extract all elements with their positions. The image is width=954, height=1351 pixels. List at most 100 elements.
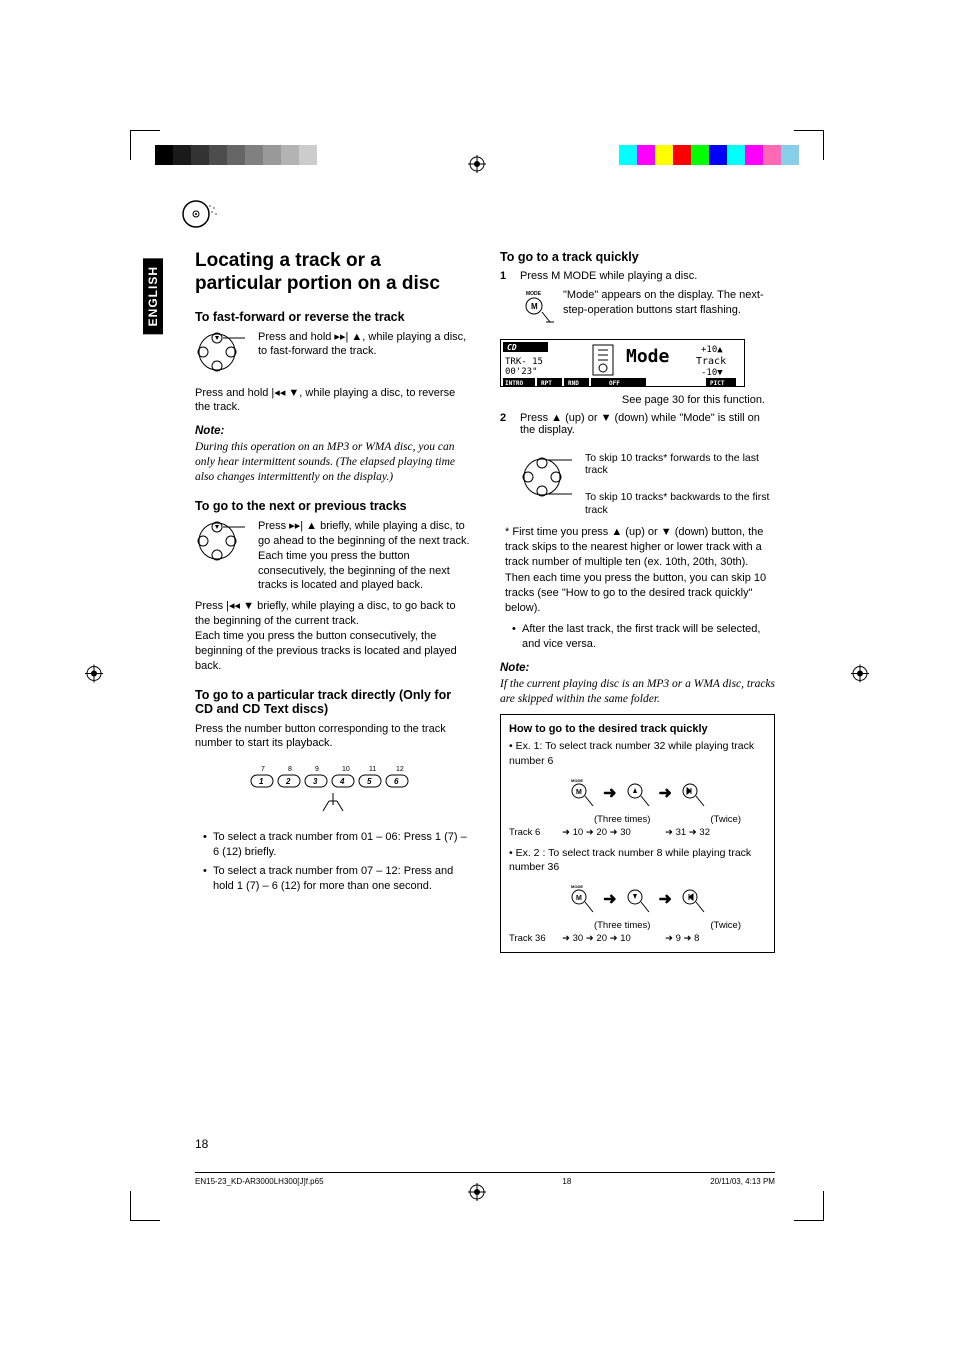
section-heading: To go to a particular track directly (On… xyxy=(195,688,470,716)
example-label: • Ex. 2 : To select track number 8 while… xyxy=(509,846,766,874)
repeat-count: (Three times) xyxy=(594,920,650,931)
step-number: 1 xyxy=(500,270,512,282)
svg-text:M: M xyxy=(576,895,582,902)
sequence-text: ➜ 31 ➜ 32 xyxy=(665,827,710,838)
svg-text:10: 10 xyxy=(342,766,350,773)
instruction-text: Then each time you press the button, you… xyxy=(505,571,775,616)
arrow-icon: ➜ xyxy=(659,783,672,803)
svg-text:5: 5 xyxy=(367,777,372,786)
crop-mark xyxy=(130,1191,160,1221)
arrow-icon: ➜ xyxy=(603,889,616,909)
svg-text:00'23": 00'23" xyxy=(505,367,538,377)
svg-text:MODE: MODE xyxy=(571,884,583,889)
step-number: 2 xyxy=(500,412,512,436)
number-buttons-diagram: 7 8 9 10 11 12 1 2 3 4 5 6 xyxy=(195,763,470,818)
dpad-icon xyxy=(195,519,250,569)
svg-text:Track: Track xyxy=(696,356,726,367)
track-label: Track 36 xyxy=(509,933,559,944)
step-text: Press ▲ (up) or ▼ (down) while "Mode" is… xyxy=(520,412,775,436)
next-button-icon xyxy=(678,776,708,810)
language-tab: ENGLISH xyxy=(143,258,163,334)
registration-mark-icon xyxy=(468,155,486,178)
instruction-text: Press and hold ▸▸| ▲, while playing a di… xyxy=(258,330,470,360)
instruction-text: Press the number button corresponding to… xyxy=(195,722,470,752)
step-detail-text: "Mode" appears on the display. The next-… xyxy=(563,288,775,318)
footer-filename: EN15-23_KD-AR3000LH300[J]f.p65 xyxy=(195,1177,324,1186)
note-text: During this operation on an MP3 or WMA d… xyxy=(195,440,470,485)
mode-button-icon: MODE M xyxy=(520,288,555,333)
instruction-text: Each time you press the button consecuti… xyxy=(258,549,470,594)
repeat-count: (Twice) xyxy=(710,920,741,931)
sequence-text: ➜ 10 ➜ 20 ➜ 30 xyxy=(562,827,662,838)
svg-text:1: 1 xyxy=(259,777,264,786)
arrow-icon: ➜ xyxy=(603,783,616,803)
mode-button-icon: MODE M xyxy=(567,882,597,916)
example-box: How to go to the desired track quickly •… xyxy=(500,714,775,953)
instruction-text: Press |◂◂ ▼ briefly, while playing a dis… xyxy=(195,599,470,629)
section-heading: To go to a track quickly xyxy=(500,250,775,264)
lcd-display-diagram: CD TRK- 15 00'23" Mode +10▲ Track -10▼ I… xyxy=(500,339,745,387)
footnote-text: * First time you press ▲ (up) or ▼ (down… xyxy=(505,525,775,570)
skip-backward-text: To skip 10 tracks* backwards to the firs… xyxy=(585,491,775,516)
page-title: Locating a track or a particular portion… xyxy=(195,250,470,296)
svg-text:RND: RND xyxy=(568,380,579,387)
dpad-icon xyxy=(520,442,575,517)
prev-button-icon xyxy=(678,882,708,916)
mode-button-icon: MODE M xyxy=(567,776,597,810)
instruction-text: Each time you press the button consecuti… xyxy=(195,629,470,674)
step-text: Press M MODE while playing a disc. xyxy=(520,270,775,282)
section-heading: To go to the next or previous tracks xyxy=(195,499,470,513)
bullet-item: To select a track number from 07 – 12: P… xyxy=(203,864,470,894)
dpad-icon xyxy=(195,330,250,380)
footer-date: 20/11/03, 4:13 PM xyxy=(710,1177,775,1186)
crop-mark xyxy=(794,1191,824,1221)
svg-text:TRK- 15: TRK- 15 xyxy=(505,357,543,367)
note-text: If the current playing disc is an MP3 or… xyxy=(500,677,775,707)
bullet-item: To select a track number from 01 – 06: P… xyxy=(203,830,470,860)
cross-reference: See page 30 for this function. xyxy=(500,393,775,408)
svg-text:9: 9 xyxy=(315,766,319,773)
svg-text:MODE: MODE xyxy=(571,778,583,783)
note-label: Note: xyxy=(500,662,775,674)
skip-forward-text: To skip 10 tracks* forwards to the last … xyxy=(585,452,775,477)
arrow-icon: ➜ xyxy=(659,889,672,909)
svg-text:8: 8 xyxy=(288,766,292,773)
footer-page: 18 xyxy=(562,1177,571,1186)
registration-mark-icon xyxy=(851,664,869,687)
svg-text:6: 6 xyxy=(394,777,399,786)
svg-text:12: 12 xyxy=(396,766,404,773)
instruction-text: Press and hold |◂◂ ▼, while playing a di… xyxy=(195,386,470,416)
svg-text:RPT: RPT xyxy=(541,380,552,387)
svg-text:4: 4 xyxy=(339,777,345,786)
repeat-count: (Three times) xyxy=(594,814,650,825)
svg-text:OFF: OFF xyxy=(609,380,620,387)
svg-text:3: 3 xyxy=(313,777,318,786)
registration-mark-icon xyxy=(85,664,103,687)
crop-mark xyxy=(130,130,160,160)
svg-text:+10▲: +10▲ xyxy=(701,345,723,355)
svg-text:M: M xyxy=(576,789,582,796)
box-title: How to go to the desired track quickly xyxy=(509,723,766,735)
svg-text:CD: CD xyxy=(507,343,517,352)
svg-text:-10▼: -10▼ xyxy=(701,368,723,378)
repeat-count: (Twice) xyxy=(710,814,741,825)
svg-text:INTRO: INTRO xyxy=(505,380,523,387)
cd-icon xyxy=(180,200,220,233)
svg-text:11: 11 xyxy=(369,766,376,773)
section-heading: To fast-forward or reverse the track xyxy=(195,310,470,324)
up-button-icon xyxy=(623,776,653,810)
registration-mark-icon xyxy=(468,1183,486,1206)
down-button-icon xyxy=(623,882,653,916)
svg-text:2: 2 xyxy=(285,777,291,786)
track-label: Track 6 xyxy=(509,827,559,838)
example-label: • Ex. 1: To select track number 32 while… xyxy=(509,739,766,767)
svg-text:Mode: Mode xyxy=(626,346,670,367)
sequence-text: ➜ 30 ➜ 20 ➜ 10 xyxy=(562,933,662,944)
sequence-text: ➜ 9 ➜ 8 xyxy=(665,933,699,944)
svg-text:7: 7 xyxy=(261,766,265,773)
svg-text:PICT: PICT xyxy=(710,380,725,387)
svg-text:MODE: MODE xyxy=(526,291,542,297)
note-label: Note: xyxy=(195,425,470,437)
svg-text:M: M xyxy=(531,302,538,311)
bullet-item: After the last track, the first track wi… xyxy=(512,622,775,652)
